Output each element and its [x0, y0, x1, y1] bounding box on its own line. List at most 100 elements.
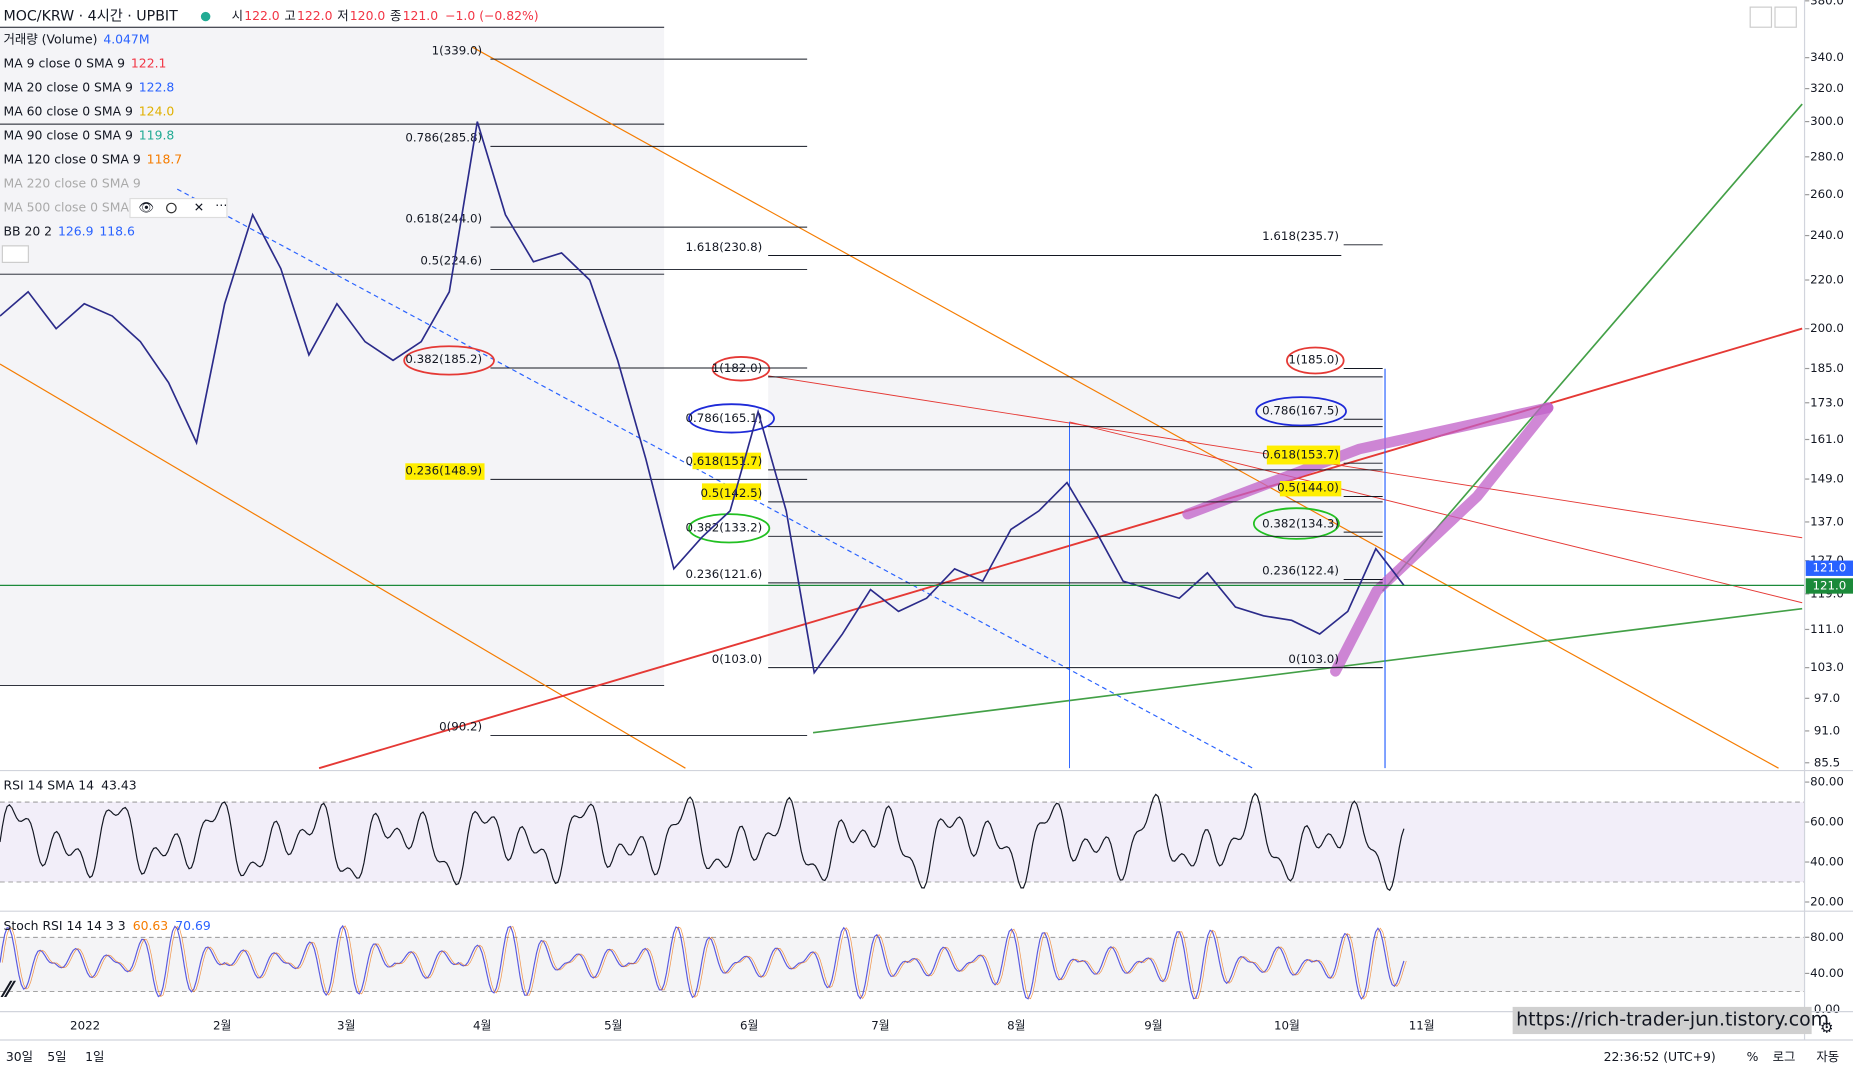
- fib-label: 1(339.0): [432, 43, 482, 57]
- ohlc-key: 시: [232, 8, 243, 23]
- fib-label: 1.618(235.7): [1262, 229, 1339, 243]
- trend-line: [0, 363, 686, 769]
- fib-label: 0.786(285.8): [405, 131, 482, 145]
- watermark: https://rich-trader-jun.tistory.com: [1516, 1008, 1829, 1030]
- x-tick-label: 4월: [473, 1018, 491, 1032]
- range-button[interactable]: 30일: [6, 1049, 33, 1064]
- x-tick-label: 10월: [1274, 1018, 1300, 1032]
- axis-button[interactable]: 자동: [1816, 1049, 1839, 1064]
- circle-mark: [1286, 346, 1345, 375]
- y-tick-label: 300.0: [1810, 114, 1844, 128]
- indicator-name: MA 120 close 0 SMA 9: [4, 152, 141, 167]
- price-tag: [1805, 560, 1853, 576]
- indicator-name: 거래량 (Volume): [4, 32, 98, 47]
- range-button[interactable]: 5일: [47, 1049, 66, 1064]
- x-tick-label: 3월: [337, 1018, 355, 1032]
- hide-icon[interactable]: 👁: [138, 200, 154, 215]
- highlight-box: [1266, 445, 1341, 465]
- fib-label: 0.236(121.6): [685, 567, 762, 581]
- indicator-value: 122.8: [139, 80, 175, 95]
- indicator-legend: 거래량 (Volume) 4.047M MA 9 close 0 SMA 9 122.…: [4, 32, 183, 239]
- pane-value: 60.63: [133, 918, 168, 933]
- y-tick-label: 200.0: [1810, 321, 1844, 335]
- fib-label: 1.618(230.8): [685, 240, 762, 254]
- indicator-name: MA 90 close 0 SMA 9: [4, 128, 133, 143]
- indicator-value: 118.7: [147, 152, 182, 167]
- toolbar-button[interactable]: [1774, 6, 1797, 28]
- trend-line: [472, 46, 1779, 769]
- pane-title: RSI 14 SMA 14: [4, 777, 95, 792]
- fib-label: 0.5(144.0): [1277, 481, 1339, 495]
- y-tick-label: 91.0: [1814, 723, 1840, 737]
- y-tick-label: 149.0: [1810, 472, 1844, 486]
- highlight-box: [692, 452, 762, 470]
- circle-mark: [403, 345, 495, 376]
- indicator-value: 124.0: [139, 104, 175, 119]
- highlight-box: [701, 483, 762, 500]
- more-icon[interactable]: ⋯: [215, 197, 227, 212]
- fib-label: 0.786(165.1): [685, 411, 762, 425]
- settings-icon[interactable]: [166, 202, 177, 214]
- price-tag: [1805, 578, 1853, 594]
- fib-label: 0.618(151.7): [685, 454, 762, 468]
- y-tick-label: 137.0: [1810, 514, 1844, 528]
- plot-layer: 380.0 340.0 320.0 300.0 280.0 260.0 240.0 220.0…: [0, 0, 1853, 1032]
- x-tick-label: 8월: [1007, 1018, 1025, 1032]
- y-tick-label: 260.0: [1810, 187, 1844, 201]
- highlight-stroke: [1182, 402, 1554, 520]
- circle-mark: [688, 403, 775, 434]
- pane-title: Stoch RSI 14 14 3 3: [4, 918, 126, 933]
- close-icon[interactable]: ✕: [194, 200, 204, 215]
- pane-value: 70.69: [175, 918, 211, 933]
- ohlc-key: 고: [284, 8, 295, 23]
- indicator-value: 118.6: [99, 224, 135, 239]
- indicator-name: BB 20 2: [4, 224, 53, 239]
- fib-label: 0(103.0): [1288, 652, 1338, 666]
- y-tick-label: 320.0: [1810, 81, 1844, 95]
- y-tick-label: 340.0: [1810, 50, 1844, 64]
- clock: 22:36:52 (UTC+9): [1604, 1049, 1716, 1064]
- drawings: [0, 46, 1803, 770]
- ohlc: 시 122.0 고 122.0 저 120.0 종 121.0: [232, 8, 439, 23]
- collapse-button[interactable]: [1, 245, 29, 263]
- oscillator-signal: [2, 925, 1407, 1000]
- circle-mark: [688, 513, 771, 544]
- indicator-value: 126.9: [58, 224, 94, 239]
- y-tick-label: 173.0: [1810, 395, 1844, 409]
- fib-label: 1(185.0): [1288, 353, 1338, 367]
- fib-label: 0(103.0): [712, 652, 762, 666]
- fib-label: 0.5(142.5): [700, 486, 762, 500]
- trend-line: [812, 607, 1803, 734]
- y-tick-label: 220.0: [1810, 273, 1844, 287]
- y-tick-label: 240.0: [1810, 228, 1844, 242]
- trend-line: [176, 188, 1253, 769]
- footer: 30일 5일 1일 22:36:52 (UTC+9)% 로그 자동: [6, 1049, 1839, 1064]
- trend-line: [1069, 421, 1803, 604]
- indicator-name: MA 9 close 0 SMA 9: [4, 56, 126, 71]
- price-tag-label: 121.0: [1812, 561, 1846, 575]
- fib-label: 1(182.0): [712, 361, 762, 375]
- ohlc-value: 122.0: [297, 8, 333, 23]
- highlight-box: [1279, 481, 1342, 497]
- y-tick-label: 111.0: [1810, 622, 1844, 636]
- watermark-bg: [1512, 1006, 1812, 1035]
- band-fill: [0, 802, 1805, 883]
- pane-value: 43.43: [101, 777, 136, 792]
- x-tick-label: 6월: [740, 1018, 758, 1032]
- y-tick-label: 103.0: [1810, 660, 1844, 674]
- range-button[interactable]: 1일: [85, 1049, 104, 1064]
- oscillator-line: [0, 792, 1405, 892]
- y-tick-label: 97.0: [1814, 691, 1840, 705]
- x-tick-label: 2022: [70, 1018, 100, 1032]
- y-tick-label: 161.0: [1810, 432, 1844, 446]
- ohlc-value: 120.0: [350, 8, 386, 23]
- price-tag-label: 121.0: [1812, 578, 1846, 592]
- axis-button[interactable]: %: [1747, 1049, 1759, 1064]
- fib-label: 0.618(153.7): [1262, 447, 1339, 461]
- fib-label: 0.382(133.2): [685, 521, 762, 535]
- highlight-stroke: [1330, 402, 1554, 677]
- indicator-name: MA 220 close 0 SMA 9: [4, 176, 141, 191]
- axis-button[interactable]: 로그: [1773, 1049, 1796, 1064]
- toolbar-button[interactable]: [1749, 6, 1773, 28]
- settings-icon[interactable]: ⚙: [1820, 1019, 1834, 1037]
